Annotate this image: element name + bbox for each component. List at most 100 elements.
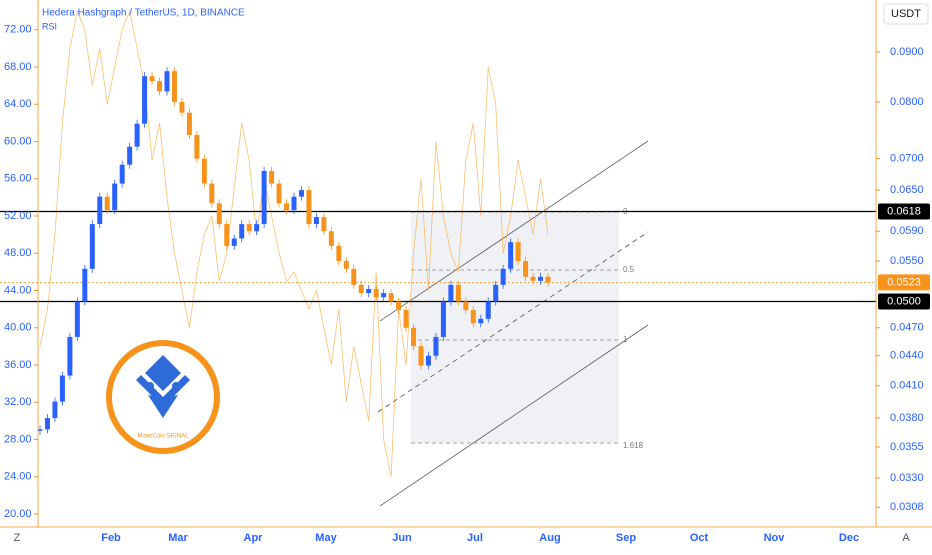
candle-body	[37, 429, 43, 431]
channel-bottom	[379, 324, 649, 507]
candle-body	[523, 261, 529, 277]
x-tick-label: Jun	[392, 532, 412, 544]
logo-text: MonoCoin SIGNAL	[137, 434, 189, 440]
y2-tick-label: 60.00	[4, 135, 32, 147]
y2-tick-label: 56.00	[4, 173, 32, 185]
logo-diamond	[145, 355, 181, 391]
candle-body	[508, 242, 514, 269]
y2-tick-label: 64.00	[4, 98, 32, 110]
candle-body	[112, 183, 118, 211]
price-tag-label: 0.0618	[887, 205, 921, 217]
candle-body	[186, 112, 192, 136]
candle-body	[396, 301, 402, 311]
y2-tick-label: 48.00	[4, 247, 32, 259]
candle-body	[276, 183, 282, 204]
candle-body	[82, 268, 88, 302]
currency-button[interactable]	[883, 3, 929, 25]
candle-body	[478, 318, 484, 324]
y-tick-label: 0.0900	[890, 46, 924, 58]
candle-body	[269, 170, 275, 184]
candle-body	[500, 268, 506, 285]
candle-body	[149, 76, 155, 82]
candle-body	[74, 301, 80, 337]
logo: MonoCoin SIGNAL	[106, 340, 220, 454]
x-tick-label: Jul	[467, 532, 483, 544]
candle-body	[433, 336, 439, 356]
candle-body	[104, 196, 110, 211]
x-tick-label: Oct	[690, 532, 709, 544]
x-tick-label: Nov	[764, 532, 786, 544]
candle-body	[127, 146, 133, 165]
price-tag-label: 0.0523	[887, 276, 921, 288]
x-tick-label: Apr	[244, 532, 264, 544]
y2-tick-label: 32.00	[4, 396, 32, 408]
candle-body	[411, 327, 417, 347]
rsi-line	[39, 9, 549, 477]
y-tick-label: 0.0355	[890, 441, 924, 453]
candle-body	[164, 71, 170, 92]
candle-body	[231, 238, 237, 246]
y-tick-label: 0.0650	[890, 184, 924, 196]
currency-label[interactable]: USDT	[891, 8, 921, 20]
channel-mid	[377, 231, 649, 413]
candle-body	[291, 196, 297, 211]
candle-body	[59, 375, 65, 402]
candle-body	[358, 284, 364, 294]
candle-body	[284, 203, 290, 211]
y2-tick-label: 24.00	[4, 471, 32, 483]
candle-body	[44, 418, 50, 430]
candle-body	[493, 284, 499, 302]
candle-body	[97, 196, 103, 225]
candle-body	[545, 276, 551, 283]
y-tick-label: 0.0410	[890, 380, 924, 392]
price-tag	[878, 274, 930, 291]
auto-button[interactable]: A	[902, 532, 910, 544]
price-tag	[878, 203, 930, 220]
candle-body	[515, 242, 521, 262]
candle-body	[336, 245, 342, 262]
x-tick-label: Sep	[616, 532, 636, 544]
candle-body	[261, 170, 267, 225]
candle-body	[440, 301, 446, 337]
zoom-button[interactable]: Z	[14, 532, 21, 544]
candle-body	[89, 224, 95, 269]
fib-label: 0.5	[623, 265, 635, 274]
candle-body	[425, 355, 431, 366]
price-tag-label: 0.0500	[887, 295, 921, 307]
marks	[0, 9, 876, 477]
price-tag	[878, 293, 930, 310]
y-tick-label: 0.0470	[890, 322, 924, 334]
indicator-label: RSI	[42, 21, 57, 31]
candle-body	[313, 217, 319, 225]
x-tick-label: Mar	[168, 532, 188, 544]
logo-coin	[146, 382, 154, 390]
candle-body	[485, 301, 491, 319]
candle-body	[209, 183, 215, 204]
candle-body	[52, 401, 58, 419]
x-tick-label: Feb	[101, 532, 121, 544]
candle-body	[157, 81, 163, 92]
chart-title: Hedera Hashgraph / TetherUS, 1D, BINANCE	[42, 8, 245, 19]
candle-body	[254, 224, 260, 232]
y-tick-label: 0.0440	[890, 350, 924, 362]
candle-body	[239, 224, 245, 239]
candle-body	[448, 284, 454, 302]
candle-body	[179, 101, 185, 113]
candle-body	[142, 76, 148, 124]
x-tick-label: May	[315, 532, 337, 544]
x-tick-label: Dec	[839, 532, 859, 544]
candle-body	[351, 268, 357, 285]
candle-body	[306, 190, 312, 225]
candle-body	[463, 301, 469, 311]
candle-body	[343, 261, 349, 269]
y-tick-label: 0.0330	[890, 472, 924, 484]
y2-tick-label: 52.00	[4, 210, 32, 222]
y-tick-label: 0.0308	[890, 501, 924, 513]
candle-body	[455, 284, 461, 302]
candle-body	[530, 276, 536, 281]
candle-body	[328, 231, 334, 246]
candle-body	[388, 293, 394, 302]
candle-body	[403, 310, 409, 328]
y-tick-label: 0.0590	[890, 225, 924, 237]
candle-body	[201, 158, 207, 184]
